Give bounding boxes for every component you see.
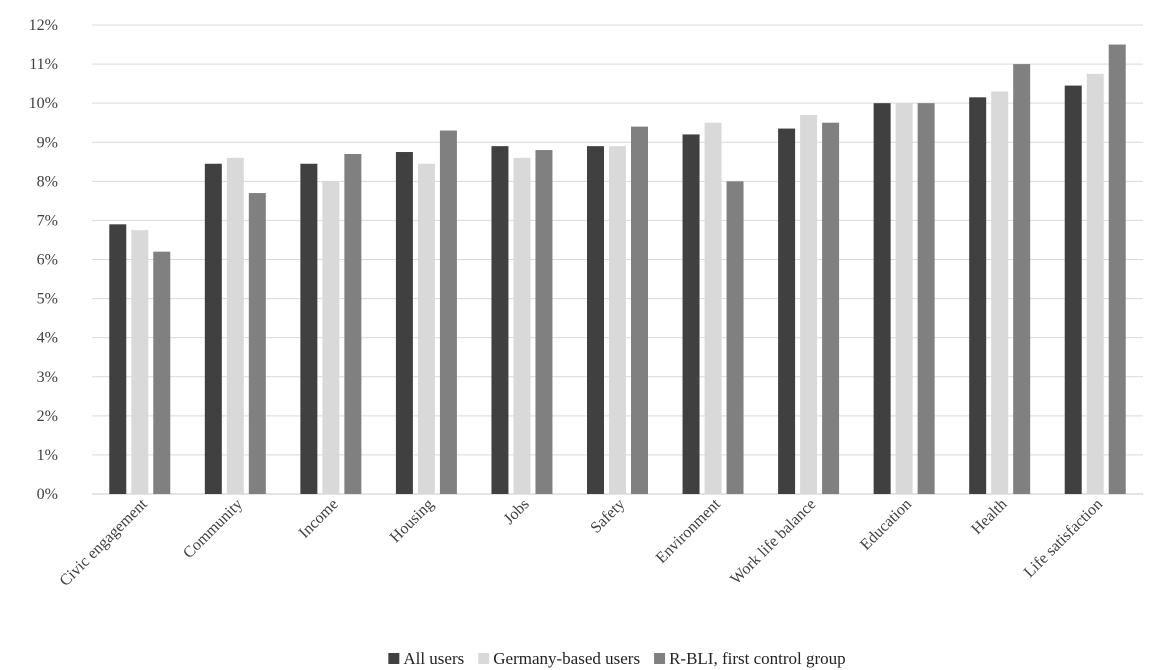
x-tick-label: Civic engagement	[57, 495, 151, 589]
legend-item: All users	[388, 649, 464, 668]
bar-germany-based-users	[131, 230, 149, 494]
legend-swatch	[654, 653, 666, 664]
x-tick-label: Work life balance	[727, 496, 819, 588]
bar-germany-based-users	[895, 103, 913, 495]
bar-germany-based-users	[800, 114, 818, 495]
bar-r-bli-first-control-group	[631, 126, 648, 494]
bars	[109, 44, 1126, 495]
bar-germany-based-users	[991, 91, 1009, 495]
x-tick-label: Education	[857, 496, 915, 554]
bar-r-bli-first-control-group	[344, 153, 362, 494]
legend-label: Germany-based users	[493, 649, 640, 668]
y-tick-label: 1%	[37, 447, 58, 464]
legend-swatch	[478, 653, 490, 664]
bar-r-bli-first-control-group	[726, 181, 744, 495]
legend-item: R-BLI, first control group	[654, 649, 846, 668]
y-tick-label: 2%	[37, 408, 58, 425]
bar-all-users	[204, 163, 222, 494]
bar-germany-based-users	[513, 157, 531, 494]
legend-swatch	[388, 653, 400, 664]
bar-germany-based-users	[322, 181, 340, 495]
y-tick-label: 11%	[29, 56, 58, 73]
bar-germany-based-users	[417, 163, 435, 494]
y-tick-label: 9%	[37, 134, 58, 151]
bar-all-users	[969, 97, 987, 494]
y-tick-label: 12%	[29, 17, 58, 34]
bar-r-bli-first-control-group	[1013, 64, 1031, 494]
y-tick-label: 4%	[37, 330, 58, 347]
x-tick-label: Safety	[587, 496, 628, 537]
legend-item: Germany-based users	[478, 649, 640, 668]
bar-r-bli-first-control-group	[535, 150, 553, 495]
legend-label: All users	[403, 649, 464, 668]
legend-label: R-BLI, first control group	[669, 649, 846, 668]
bar-germany-based-users	[704, 122, 722, 494]
x-tick-label: Income	[296, 496, 342, 542]
x-tick-label: Jobs	[501, 496, 533, 528]
bar-germany-based-users	[609, 146, 626, 495]
bar-all-users	[395, 152, 413, 495]
x-tick-label: Community	[180, 496, 246, 562]
bar-all-users	[778, 128, 796, 494]
bar-germany-based-users	[1086, 73, 1104, 495]
x-axis: Civic engagement Community Income Housing Jo…	[57, 495, 1106, 589]
bar-all-users	[300, 163, 318, 494]
y-tick-label: 6%	[37, 252, 58, 269]
bar-all-users	[682, 134, 700, 494]
x-tick-label: Environment	[653, 495, 724, 566]
x-tick-label: Housing	[387, 496, 437, 546]
legend: All users Germany-based users R-BLI, first…	[388, 649, 846, 668]
bar-all-users	[491, 146, 509, 495]
y-tick-label: 7%	[37, 212, 58, 229]
y-tick-label: 0%	[37, 486, 58, 503]
bar-all-users	[109, 224, 127, 494]
y-tick-label: 3%	[37, 369, 58, 386]
bar-r-bli-first-control-group	[1108, 44, 1126, 495]
bar-germany-based-users	[226, 157, 244, 494]
bar-all-users	[873, 103, 891, 495]
x-tick-label: Health	[968, 496, 1010, 538]
bar-r-bli-first-control-group	[439, 130, 457, 494]
y-tick-label: 10%	[29, 95, 58, 112]
bar-all-users	[587, 146, 604, 495]
y-tick-label: 5%	[37, 291, 58, 308]
x-tick-label: Life satisfaction	[1021, 496, 1106, 581]
bar-all-users	[1064, 85, 1082, 495]
y-axis: 0% 1% 2% 3% 4% 5% 6% 7% 8% 9% 10% 11% 12%	[29, 17, 58, 503]
bar-r-bli-first-control-group	[917, 103, 935, 495]
bar-r-bli-first-control-group	[153, 251, 171, 494]
bar-r-bli-first-control-group	[248, 193, 266, 494]
bar-r-bli-first-control-group	[822, 122, 840, 494]
y-tick-label: 8%	[37, 173, 58, 190]
